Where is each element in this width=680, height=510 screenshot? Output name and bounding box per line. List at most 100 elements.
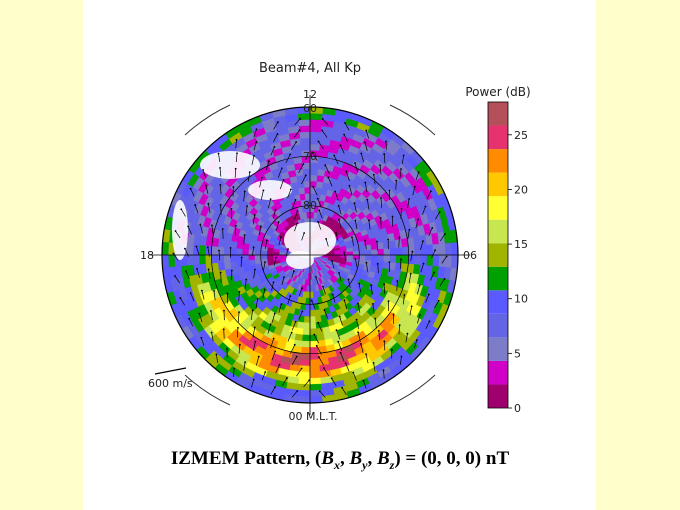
velocity-vector xyxy=(298,164,304,174)
velocity-vector xyxy=(383,370,385,379)
power-cell xyxy=(408,245,416,256)
velocity-vector xyxy=(196,246,200,256)
velocity-vector xyxy=(317,322,323,332)
velocity-vector xyxy=(291,321,296,331)
power-cell xyxy=(316,168,326,177)
velocity-vector xyxy=(202,169,207,179)
power-cell xyxy=(383,254,391,263)
velocity-vector xyxy=(237,312,240,323)
velocity-vector xyxy=(343,252,347,261)
velocity-vector xyxy=(271,313,276,323)
velocity-vector xyxy=(251,379,255,388)
velocity-vector xyxy=(253,129,257,138)
polar-plot: Beam#4, All Kp 12 60 70 80 18 06 00 M.L.… xyxy=(140,61,531,423)
velocity-vector xyxy=(294,211,298,220)
power-cell xyxy=(295,327,304,336)
velocity-vector xyxy=(285,248,289,257)
velocity-vector xyxy=(199,224,203,234)
velocity-vector xyxy=(298,311,303,320)
velocity-vector xyxy=(190,292,195,302)
mlt-label-bottom: 00 M.L.T. xyxy=(288,410,337,423)
velocity-vector xyxy=(244,279,247,289)
power-cell xyxy=(302,168,311,176)
velocity-vector xyxy=(367,199,370,210)
velocity-vector xyxy=(243,235,245,245)
power-cell xyxy=(296,321,305,329)
power-cell xyxy=(315,181,324,189)
power-cell xyxy=(309,125,322,133)
velocity-vector xyxy=(343,134,349,143)
velocity-vector xyxy=(420,263,424,273)
vector-scale-bar xyxy=(154,367,187,375)
velocity-vector xyxy=(402,294,405,305)
velocity-vector xyxy=(416,314,421,324)
lat-label-70: 70 xyxy=(303,150,317,163)
velocity-vector xyxy=(409,306,412,316)
velocity-vector xyxy=(219,184,222,195)
velocity-vector xyxy=(354,203,357,213)
power-cell xyxy=(388,239,397,249)
power-cell xyxy=(300,353,311,361)
colorbar-segment xyxy=(488,125,508,150)
velocity-vector xyxy=(425,294,430,303)
velocity-vector xyxy=(430,272,435,281)
velocity-vector xyxy=(287,295,291,305)
velocity-vector xyxy=(338,205,342,215)
velocity-vector xyxy=(360,153,365,163)
velocity-vector xyxy=(379,165,382,175)
velocity-vector xyxy=(349,185,353,196)
power-cell xyxy=(306,291,311,299)
velocity-vector xyxy=(211,332,214,342)
velocity-vector xyxy=(413,339,418,349)
power-cell xyxy=(198,254,206,265)
colorbar-segment xyxy=(488,337,508,361)
velocity-vector xyxy=(336,330,341,340)
velocity-vector xyxy=(431,250,436,259)
power-cell xyxy=(294,333,304,342)
velocity-vector xyxy=(366,262,368,272)
velocity-vector xyxy=(251,155,255,165)
power-cell xyxy=(377,248,385,256)
power-cell xyxy=(211,254,219,264)
velocity-vector xyxy=(316,345,322,355)
vector-origin xyxy=(251,309,254,312)
velocity-vector xyxy=(270,338,275,349)
velocity-vector xyxy=(398,325,401,335)
power-cell xyxy=(304,303,311,311)
colorbar-border xyxy=(487,101,509,409)
saturated-patch xyxy=(286,251,314,269)
power-cell xyxy=(309,119,323,127)
velocity-vector xyxy=(434,300,440,309)
power-cell xyxy=(316,174,325,183)
velocity-vector xyxy=(211,225,214,235)
velocity-vector xyxy=(267,324,271,334)
vector-origin xyxy=(243,234,246,237)
outer-arcs xyxy=(184,104,436,406)
velocity-vector xyxy=(399,168,402,178)
velocity-vector xyxy=(252,214,255,225)
power-cell xyxy=(401,254,409,264)
velocity-vector xyxy=(337,341,343,351)
velocity-vector xyxy=(334,191,339,201)
power-cell xyxy=(309,316,317,324)
velocity-vector xyxy=(370,285,373,295)
velocity-vector xyxy=(180,297,185,306)
velocity-vector xyxy=(245,206,248,216)
velocity-vector xyxy=(252,247,254,257)
velocity-vector xyxy=(260,190,264,200)
power-cell xyxy=(192,254,200,266)
velocity-vector xyxy=(270,386,276,395)
colorbar-segment xyxy=(488,102,508,126)
velocity-vector xyxy=(238,291,240,302)
velocity-vector xyxy=(262,289,266,299)
velocity-vector xyxy=(303,380,310,388)
power-cell xyxy=(254,254,262,261)
power-cell xyxy=(266,251,274,256)
velocity-vector xyxy=(415,219,419,229)
power-cell xyxy=(377,254,385,262)
colorbar-tick-label: 10 xyxy=(514,293,528,306)
power-cell xyxy=(389,254,397,263)
power-cell xyxy=(451,254,458,269)
power-cell xyxy=(303,322,311,330)
velocity-vector xyxy=(273,257,277,266)
